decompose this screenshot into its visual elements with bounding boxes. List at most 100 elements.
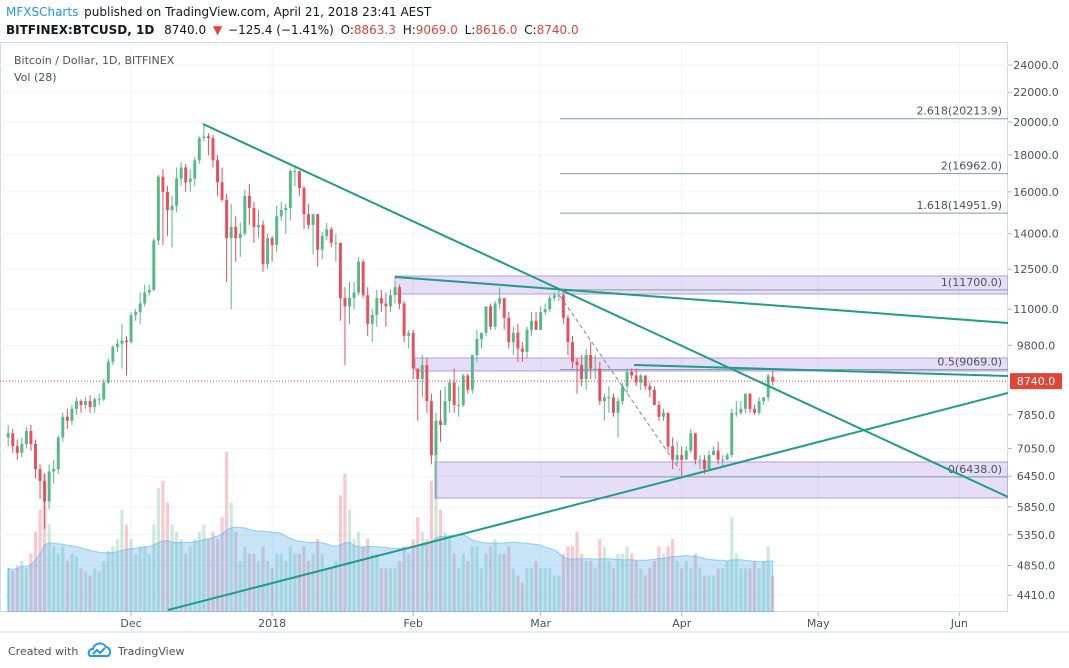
- volume-bar: [93, 568, 97, 612]
- volume-bar: [79, 568, 83, 612]
- volume-bar: [124, 524, 129, 612]
- candle-body: [452, 382, 456, 405]
- candle-body: [206, 136, 210, 139]
- candle-body: [84, 401, 88, 405]
- volume-bar: [484, 553, 488, 612]
- candle-body: [420, 365, 424, 380]
- volume-bar: [543, 568, 547, 612]
- candle-body: [275, 216, 279, 246]
- volume-bar: [347, 509, 352, 612]
- candle-body: [34, 443, 37, 470]
- volume-bar: [607, 560, 611, 612]
- candle-body: [343, 297, 347, 307]
- volume-bar: [316, 539, 320, 612]
- candle-body: [475, 338, 479, 356]
- volume-bar: [188, 546, 192, 612]
- volume-bar: [88, 575, 92, 612]
- candle-body: [443, 401, 447, 425]
- volume-bar: [534, 560, 538, 612]
- volume-bar: [206, 539, 211, 612]
- candle-body: [457, 404, 461, 406]
- candle-body: [29, 431, 33, 444]
- candle-body: [621, 386, 625, 402]
- candle-body: [129, 314, 133, 343]
- volume-bar: [520, 582, 525, 612]
- candle-body: [502, 297, 506, 318]
- candle-body: [111, 346, 115, 362]
- candle-body: [70, 408, 74, 421]
- volume-bar: [689, 568, 693, 612]
- volume-bar: [457, 568, 461, 612]
- volume-bar: [20, 560, 24, 612]
- volume-bar: [630, 553, 634, 612]
- author: MFXSCharts: [6, 5, 78, 19]
- candle-body: [384, 303, 388, 307]
- volume-bar: [334, 560, 338, 612]
- candle-body: [234, 227, 238, 239]
- candle-body: [143, 292, 147, 304]
- x-tick-label: Apr: [672, 617, 692, 630]
- candle-body: [771, 376, 775, 382]
- candle-body: [630, 371, 634, 376]
- candle-body: [689, 433, 693, 451]
- candle-body: [730, 412, 734, 456]
- x-tick-label: 2018: [258, 617, 286, 630]
- volume-bar: [766, 546, 770, 612]
- volume-bar: [698, 568, 702, 612]
- candle-body: [202, 136, 206, 139]
- candle-body: [680, 455, 684, 460]
- volume-bar: [170, 524, 174, 612]
- volume-bar: [702, 575, 707, 612]
- volume-bar: [106, 550, 110, 612]
- candle-body: [102, 382, 106, 400]
- candle-body: [743, 393, 747, 409]
- candle-body: [184, 167, 188, 183]
- candles: [6, 125, 775, 529]
- ohlc-value: 9069.0: [416, 23, 458, 37]
- candle-body: [389, 295, 392, 307]
- candle-body: [106, 361, 110, 383]
- volume-bar: [38, 509, 42, 612]
- volume-bar: [388, 568, 393, 612]
- candle-body: [43, 481, 47, 502]
- candle-body: [61, 416, 65, 438]
- price-tag: [1010, 373, 1062, 390]
- y-tick-label: 5850.0: [1017, 501, 1056, 514]
- candle-body: [216, 160, 219, 183]
- candle-body: [398, 287, 402, 304]
- volume-bar: [589, 560, 593, 612]
- candle-body: [734, 412, 738, 414]
- volume-bar: [147, 553, 151, 612]
- volume-bar: [693, 553, 697, 612]
- fib-anchor-line: [559, 295, 681, 471]
- candle-body: [753, 408, 756, 413]
- x-tick-label: May: [807, 617, 830, 630]
- candle-body: [288, 171, 292, 208]
- last-price: 8740.0: [164, 23, 206, 37]
- candle-body: [257, 224, 260, 228]
- volume-bar: [320, 553, 324, 612]
- candle-body: [179, 167, 183, 179]
- candle-body: [552, 295, 556, 298]
- ohlc-key: L:: [465, 23, 476, 37]
- candle-body: [598, 368, 602, 402]
- volume-bar: [297, 553, 302, 612]
- candle-body: [6, 433, 10, 438]
- volume-bar: [648, 568, 652, 612]
- volume-bar: [311, 553, 315, 612]
- volume-bar: [443, 531, 447, 612]
- volume-pane: [6, 437, 775, 612]
- candle-body: [548, 297, 552, 310]
- candle-body: [125, 340, 128, 343]
- volume-bar: [33, 531, 38, 612]
- plot: 2.618(20213.9) 2(16962.0) 1.618(14951.9) 1(…: [0, 42, 1008, 612]
- candle-body: [762, 397, 766, 402]
- volume-bar: [165, 502, 170, 612]
- candle-body: [379, 297, 383, 304]
- symbol: BITFINEX:BTCUSD, 1D: [6, 23, 154, 37]
- volume-bar: [579, 553, 584, 612]
- candle-body: [297, 171, 301, 189]
- candle-body: [175, 178, 179, 206]
- x-tick-label: Feb: [403, 617, 422, 630]
